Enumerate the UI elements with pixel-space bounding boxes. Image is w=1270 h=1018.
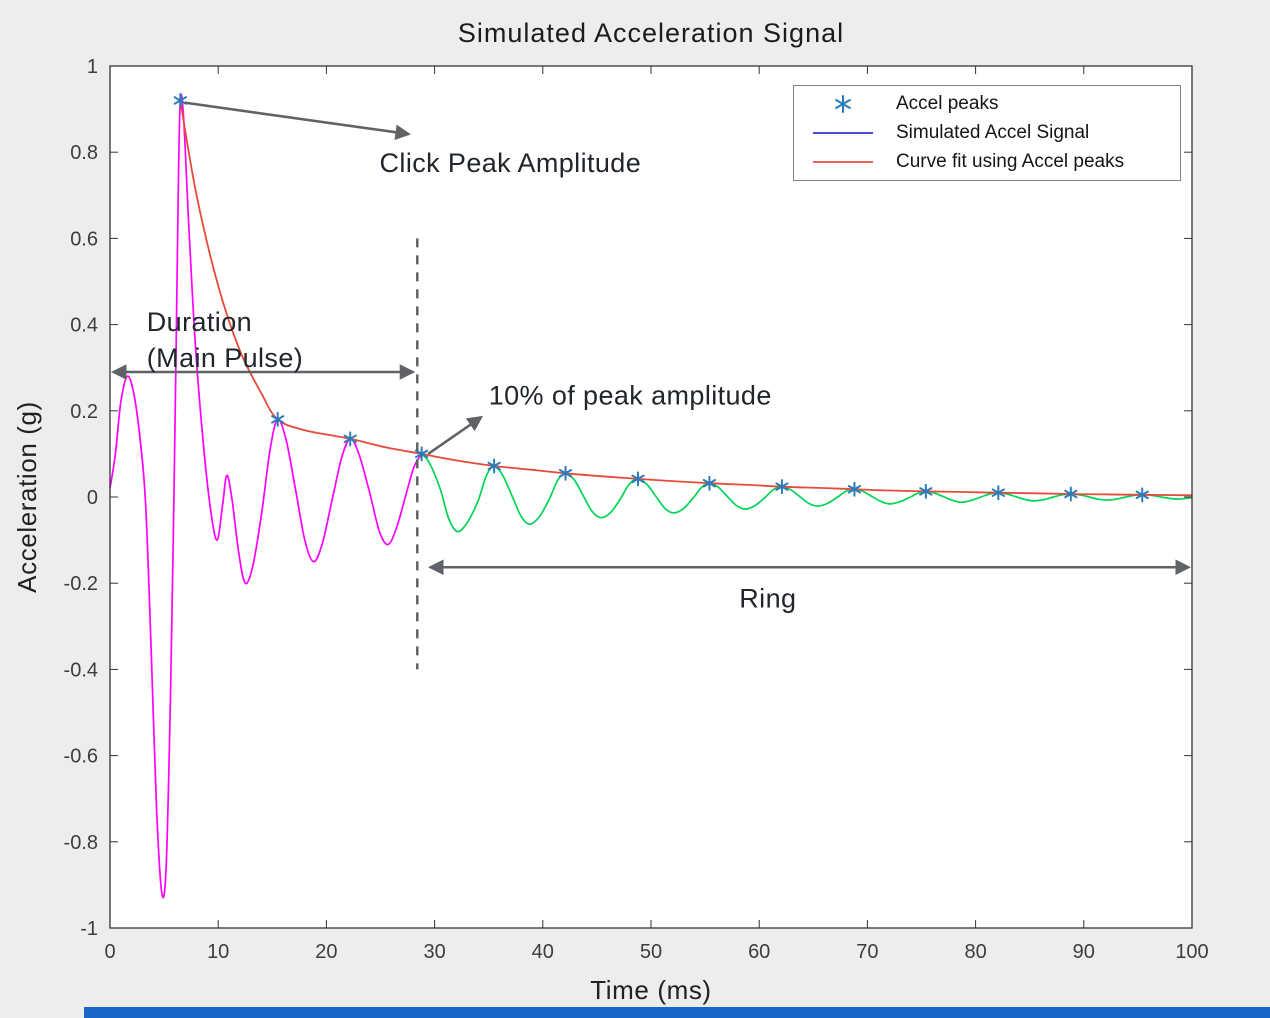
x-tick-label: 40: [532, 941, 554, 963]
y-tick-label: -0.6: [64, 746, 98, 768]
legend-entry: Curve fit using Accel peaks: [794, 150, 1180, 174]
y-tick-label: 0.8: [70, 142, 98, 164]
accel-peak-marker: [991, 485, 1005, 501]
asterisk-arm: [1135, 490, 1149, 500]
legend-entry: Accel peaks: [794, 92, 1180, 116]
y-axis-label: Acceleration (g): [12, 401, 42, 593]
x-tick-label: 20: [315, 941, 337, 963]
asterisk-arm: [991, 488, 1005, 497]
asterisk-arm: [1064, 489, 1078, 499]
annotation-line: Duration: [147, 307, 252, 337]
accel-peak-marker: [558, 465, 573, 481]
legend-entry-label: Accel peaks: [896, 93, 999, 115]
annotation-ten-percent-of-peak: 10% of peak amplitude: [489, 381, 772, 411]
annotation-ring: Ring: [739, 583, 796, 613]
annotation-duration-main-pulse: Duration (Main Pulse): [147, 307, 303, 373]
accel-peak-marker: [1064, 486, 1078, 502]
chart-title: Simulated Acceleration Signal: [458, 18, 844, 48]
asterisk-arm: [271, 415, 285, 424]
y-tick-label: 0.2: [70, 401, 98, 423]
accel-peak-markers: [173, 92, 1149, 503]
y-tick-label: 0.4: [70, 315, 98, 337]
x-tick-label: 100: [1175, 941, 1208, 963]
legend-asterisk-marker: [835, 95, 851, 114]
annotation-click-peak-amplitude: Click Peak Amplitude: [380, 148, 642, 178]
accel-peak-marker: [847, 481, 862, 497]
asterisk-arm: [173, 96, 187, 105]
accel-peak-marker: [173, 92, 187, 108]
accel-peak-marker: [343, 431, 357, 447]
legend-entry-label: Curve fit using Accel peaks: [896, 150, 1125, 172]
y-tick-label: 1: [87, 56, 98, 78]
legend-line-sample: [813, 160, 873, 163]
asterisk-arm: [702, 478, 717, 488]
annotation-line: Click Peak Amplitude: [380, 148, 642, 178]
x-axis-label: Time (ms): [590, 975, 711, 1005]
asterisk-arm: [919, 487, 933, 496]
accel-peak-marker: [631, 471, 645, 487]
x-tick-label: 10: [207, 941, 229, 963]
accel-peak-marker: [487, 458, 501, 474]
x-tick-label: 60: [748, 941, 770, 963]
y-tick-label: -0.4: [64, 659, 98, 681]
legend-entry-label: Simulated Accel Signal: [896, 121, 1090, 143]
x-tick-label: 30: [423, 941, 445, 963]
y-tick-label: -0.2: [64, 573, 98, 595]
y-tick-label: -1: [80, 918, 98, 940]
annotation-line: (Main Pulse): [147, 343, 303, 373]
plot-area: [110, 66, 1192, 928]
ten-percent-of-peak-arrow: [427, 415, 484, 455]
asterisk-arm: [414, 449, 429, 459]
click-peak-amplitude-arrow: [184, 101, 411, 140]
asterisk-arm: [775, 482, 789, 491]
x-tick-label: 0: [104, 941, 115, 963]
asterisk-arm: [631, 474, 645, 484]
asterisk-arm: [847, 484, 862, 494]
asterisk-arm: [343, 434, 357, 444]
accel-peak-marker: [414, 446, 429, 462]
x-tick-label: 80: [964, 941, 986, 963]
accel-peak-marker: [702, 475, 717, 491]
y-tick-label: 0.6: [70, 228, 98, 250]
legend-entry: Simulated Accel Signal: [794, 121, 1180, 145]
legend: Accel peaks Simulated Accel Signal Curve f…: [793, 85, 1181, 181]
y-tick-label: -0.8: [64, 832, 98, 854]
accel-peak-marker: [271, 411, 285, 427]
accel-peak-marker: [775, 479, 789, 495]
accel-peak-marker: [919, 483, 933, 499]
x-tick-label: 90: [1073, 941, 1095, 963]
asterisk-arm: [487, 461, 501, 471]
annotation-line: 10% of peak amplitude: [489, 381, 772, 411]
annotation-line: Ring: [739, 583, 796, 613]
asterisk-arm: [558, 469, 573, 478]
asterisk-arm: [835, 99, 851, 110]
y-tick-label: 0: [87, 487, 98, 509]
x-tick-label: 70: [856, 941, 878, 963]
legend-line-sample: [813, 132, 873, 134]
bottom-bar: [84, 1007, 1270, 1018]
accel-peak-marker: [1135, 487, 1149, 503]
x-tick-label: 50: [640, 941, 662, 963]
